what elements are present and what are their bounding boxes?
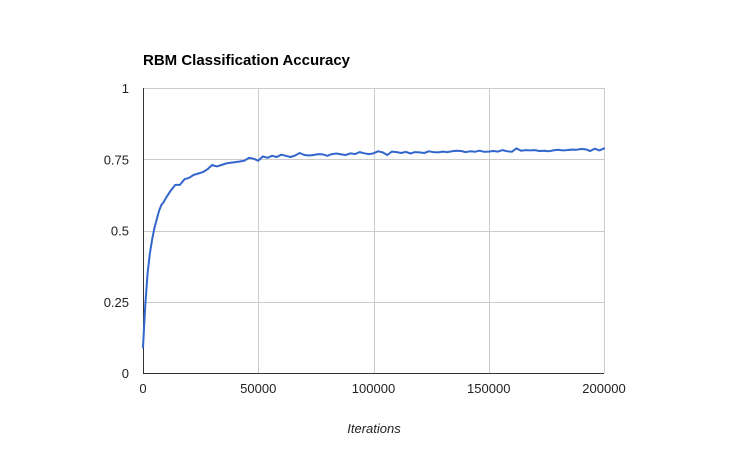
tick-labels: 0 0.25 0.5 0.75 1 0 50000 100000 150000 200000 <box>104 81 626 396</box>
x-tick-label: 200000 <box>582 381 625 396</box>
chart-title: RBM Classification Accuracy <box>143 52 351 69</box>
y-tick-label: 0.25 <box>104 295 129 310</box>
axes <box>143 88 604 374</box>
y-tick-label: 0.5 <box>111 224 129 239</box>
y-tick-label: 1 <box>122 81 129 96</box>
series-line <box>142 147 605 349</box>
y-tick-label: 0.75 <box>104 152 129 167</box>
y-tick-label: 0 <box>122 366 129 381</box>
x-tick-label: 150000 <box>467 381 510 396</box>
x-axis-title: Iterations <box>347 421 401 436</box>
series-layer <box>142 147 605 349</box>
x-tick-label: 50000 <box>240 381 276 396</box>
x-tick-label: 100000 <box>352 381 395 396</box>
x-tick-label: 0 <box>139 381 146 396</box>
gridlines <box>143 88 605 373</box>
